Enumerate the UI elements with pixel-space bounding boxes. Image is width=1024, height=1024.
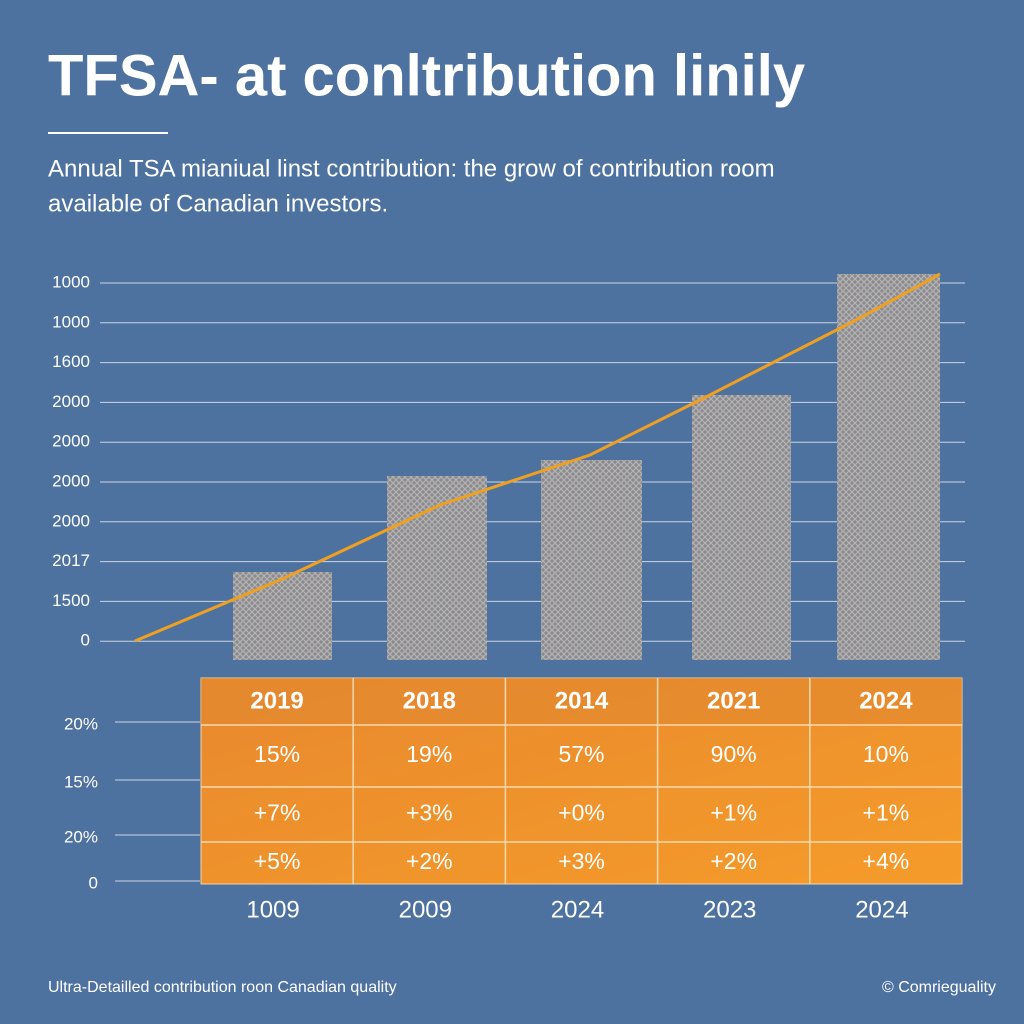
table-axis-label: 15%: [64, 772, 98, 791]
table-header: 2014: [555, 687, 609, 714]
footer-left: Ultra-Detailled contribution roon Canadi…: [48, 979, 397, 996]
table-cell: +3%: [406, 800, 453, 826]
trend-line: [134, 272, 941, 643]
table-cell: +2%: [406, 848, 453, 874]
grid: [100, 282, 965, 642]
table-cell: +7%: [254, 800, 301, 826]
bar: [541, 460, 642, 660]
x-axis-label: 2024: [855, 896, 908, 923]
table-cell: 57%: [558, 741, 604, 767]
table-cell: +0%: [558, 800, 605, 826]
y-axis-label: 2000: [52, 471, 90, 490]
y-axis-label: 2017: [52, 551, 90, 570]
table-header: 2019: [250, 687, 303, 714]
table-cell: 19%: [406, 741, 452, 767]
table-cell: 10%: [863, 741, 909, 767]
subtitle: available of Canadian investors.: [48, 190, 388, 217]
y-axis-label: 1600: [52, 352, 90, 371]
y-axis-label: 2000: [52, 432, 90, 451]
bar: [837, 274, 940, 660]
table-cell: +1%: [710, 800, 757, 826]
x-axis-label: 2009: [399, 896, 452, 923]
y-axis-label: 2000: [52, 511, 90, 530]
table-axis-label: 20%: [64, 827, 98, 846]
table-cell: 15%: [254, 741, 300, 767]
table-cell: +5%: [254, 848, 301, 874]
y-axis-label: 1000: [52, 272, 90, 291]
y-axis-label: 2000: [52, 392, 90, 411]
labels: Annual TSA mianiual linst contribution: …: [48, 155, 996, 996]
table-header: 2024: [859, 687, 913, 714]
y-axis-label: 0: [81, 631, 90, 650]
table-axis-label: 20%: [64, 714, 98, 733]
footer-right: © Comrieguality: [882, 979, 996, 996]
bar: [233, 572, 332, 660]
y-axis-label: 1500: [52, 591, 90, 610]
bar: [387, 476, 487, 660]
table-cell: +3%: [558, 848, 605, 874]
table-cell: +2%: [710, 848, 757, 874]
table-header: 2021: [707, 687, 760, 714]
title: TFSA- at conltribution linily: [48, 43, 805, 108]
table-cell: 90%: [711, 741, 757, 767]
subtitle: Annual TSA mianiual linst contribution: …: [48, 155, 775, 182]
table-axis-label: 0: [89, 873, 98, 892]
table-header-bg: [201, 678, 962, 725]
y-axis-label: 1000: [52, 312, 90, 331]
table-cell: +1%: [863, 800, 910, 826]
x-axis-label: 2023: [703, 896, 756, 923]
bar: [692, 395, 791, 660]
x-axis-label: 2024: [551, 896, 604, 923]
table-cell: +4%: [863, 848, 910, 874]
x-axis-label: 1009: [246, 896, 299, 923]
table-header: 2018: [403, 687, 456, 714]
table: 2019 2018 2014 2021 2024 15% 19% 57% 90% 10% +7% +3…: [200, 677, 963, 885]
